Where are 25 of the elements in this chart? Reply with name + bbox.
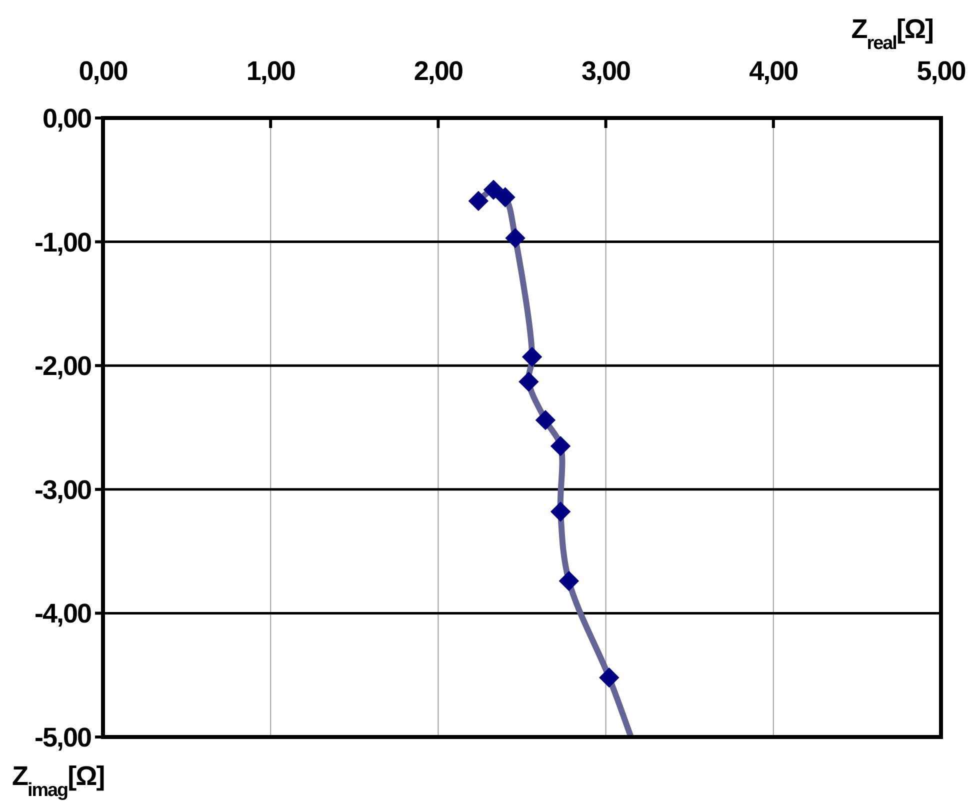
x-tick-label: 1,00 bbox=[246, 56, 295, 86]
y-tick-label: -4,00 bbox=[34, 598, 91, 629]
y-tick-label: -1,00 bbox=[34, 227, 91, 258]
x-tick-label: 4,00 bbox=[749, 56, 798, 86]
point bbox=[558, 570, 580, 592]
point bbox=[550, 436, 571, 456]
point bbox=[468, 190, 489, 212]
point bbox=[518, 372, 539, 392]
y-tick-label: -2,00 bbox=[34, 351, 91, 382]
point bbox=[535, 410, 556, 430]
point bbox=[505, 228, 526, 248]
y-tick-label: 0,00 bbox=[42, 103, 91, 134]
x-tick-label: 5,00 bbox=[916, 56, 966, 86]
point bbox=[495, 187, 516, 208]
point bbox=[599, 667, 620, 688]
point bbox=[550, 502, 571, 522]
point bbox=[522, 346, 542, 368]
x-axis-title: Z$_{real}$[Ω] bbox=[851, 14, 933, 54]
y-axis-title: Z$_{imag}$[Ω] bbox=[12, 761, 104, 800]
y-tick-label: -3,00 bbox=[34, 474, 91, 505]
x-tick-label: 0,00 bbox=[78, 56, 128, 86]
y-tick-label: -5,00 bbox=[34, 722, 91, 752]
point bbox=[483, 180, 504, 200]
x-tick-label: 3,00 bbox=[582, 56, 630, 86]
x-tick-label: 2,00 bbox=[414, 56, 462, 86]
